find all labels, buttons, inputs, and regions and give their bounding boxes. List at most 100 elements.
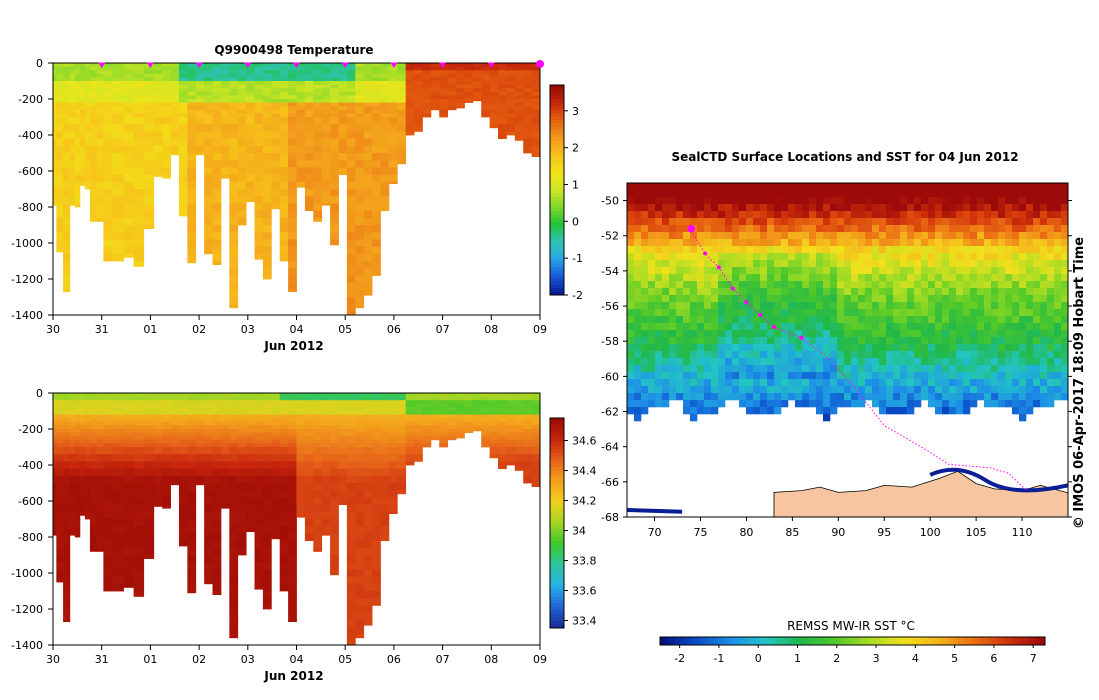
profile-cell	[237, 88, 247, 93]
profile-cell	[178, 160, 188, 168]
profile-cell	[481, 443, 491, 448]
profile-cell	[170, 468, 180, 477]
profile-cell	[79, 153, 86, 161]
colorbar-cell	[550, 621, 564, 625]
sst-cell	[935, 309, 943, 317]
profile-cell	[254, 160, 264, 168]
sst-cell	[767, 260, 775, 268]
profile-cell	[288, 181, 297, 190]
sst-cell	[746, 253, 754, 261]
profile-cell	[405, 88, 415, 93]
profile-cell	[237, 99, 247, 103]
profile-cell	[56, 443, 64, 448]
sst-cell	[949, 232, 957, 240]
sst-cell	[879, 253, 887, 261]
profile-cell	[53, 461, 57, 469]
sst-cell	[634, 253, 642, 261]
profile-cell	[514, 99, 524, 103]
profile-cell	[321, 396, 331, 401]
profile-cell	[279, 84, 289, 89]
profile-cell	[489, 124, 499, 129]
sst-cell	[704, 204, 712, 212]
profile-cell	[178, 81, 188, 85]
profile-cell	[212, 468, 222, 477]
profile-cell	[187, 138, 197, 147]
profile-cell	[170, 77, 180, 82]
profile-cell	[321, 91, 331, 96]
profile-cell	[123, 124, 135, 132]
profile-cell	[346, 418, 356, 423]
profile-cell	[143, 393, 155, 397]
sst-cell	[1019, 260, 1027, 268]
profile-cell	[506, 106, 516, 111]
profile-cell	[338, 95, 348, 100]
profile-cell	[439, 84, 449, 89]
profile-cell	[56, 533, 64, 541]
profile-cell	[279, 533, 289, 541]
profile-cell	[288, 425, 297, 430]
sst-cell	[935, 246, 943, 254]
colorbar-cell	[550, 554, 564, 559]
sst-cell	[970, 218, 978, 226]
profile-cell	[153, 400, 163, 405]
x-tick-label: 07	[436, 653, 450, 666]
profile-cell	[69, 511, 76, 520]
sst-cell	[851, 197, 859, 205]
sst-cell	[844, 218, 852, 226]
profile-cell	[111, 210, 124, 219]
sst-cell	[725, 183, 733, 191]
profile-cell	[498, 95, 507, 100]
colorbar-cell	[550, 221, 564, 226]
profile-cell	[195, 400, 205, 405]
profile-cell	[212, 511, 222, 520]
sst-cell	[697, 309, 705, 317]
sst-cell	[977, 239, 985, 247]
sst-cell	[844, 190, 852, 198]
profile-cell	[506, 411, 516, 415]
sst-cell	[1054, 218, 1062, 226]
profile-cell	[84, 160, 91, 168]
profile-cell	[363, 88, 373, 93]
sst-cell	[1026, 253, 1034, 261]
sst-cell	[949, 281, 957, 289]
profile-cell	[123, 576, 135, 585]
profile-cell	[262, 203, 272, 211]
profile-cell	[304, 84, 314, 89]
profile-cell	[220, 160, 230, 168]
profile-cell	[363, 403, 373, 408]
profile-cell	[111, 562, 124, 570]
sst-cell	[942, 239, 950, 247]
profile-cell	[313, 167, 323, 175]
profile-cell	[212, 138, 222, 147]
sst-cell	[865, 183, 873, 191]
profile-cell	[212, 113, 222, 118]
sst-cell	[851, 302, 859, 310]
sst-cell	[921, 218, 929, 226]
profile-cell	[254, 526, 264, 534]
profile-cell	[262, 461, 272, 469]
profile-cell	[338, 153, 348, 161]
colorbar-cell	[550, 197, 564, 201]
sst-cell	[753, 246, 761, 254]
sst-cell	[886, 316, 894, 324]
colorbar-cell	[550, 435, 564, 440]
profile-cell	[346, 396, 356, 401]
sst-cell	[739, 344, 747, 352]
sst-cell	[816, 183, 824, 191]
profile-cell	[187, 591, 197, 594]
profile-cell	[162, 411, 171, 415]
profile-cell	[56, 576, 64, 583]
profile-cell	[346, 583, 356, 592]
profile-cell	[523, 403, 533, 408]
sst-cell	[753, 288, 761, 296]
sst-cell	[788, 204, 796, 212]
sst-cell	[837, 295, 845, 303]
profile-cell	[53, 73, 57, 78]
sst-cell	[844, 204, 852, 212]
profile-cell	[481, 421, 491, 426]
profile-cell	[321, 196, 331, 204]
profile-cell	[254, 555, 264, 563]
sst-cell	[627, 288, 635, 296]
profile-cell	[313, 461, 323, 469]
sst-cell	[809, 211, 817, 219]
